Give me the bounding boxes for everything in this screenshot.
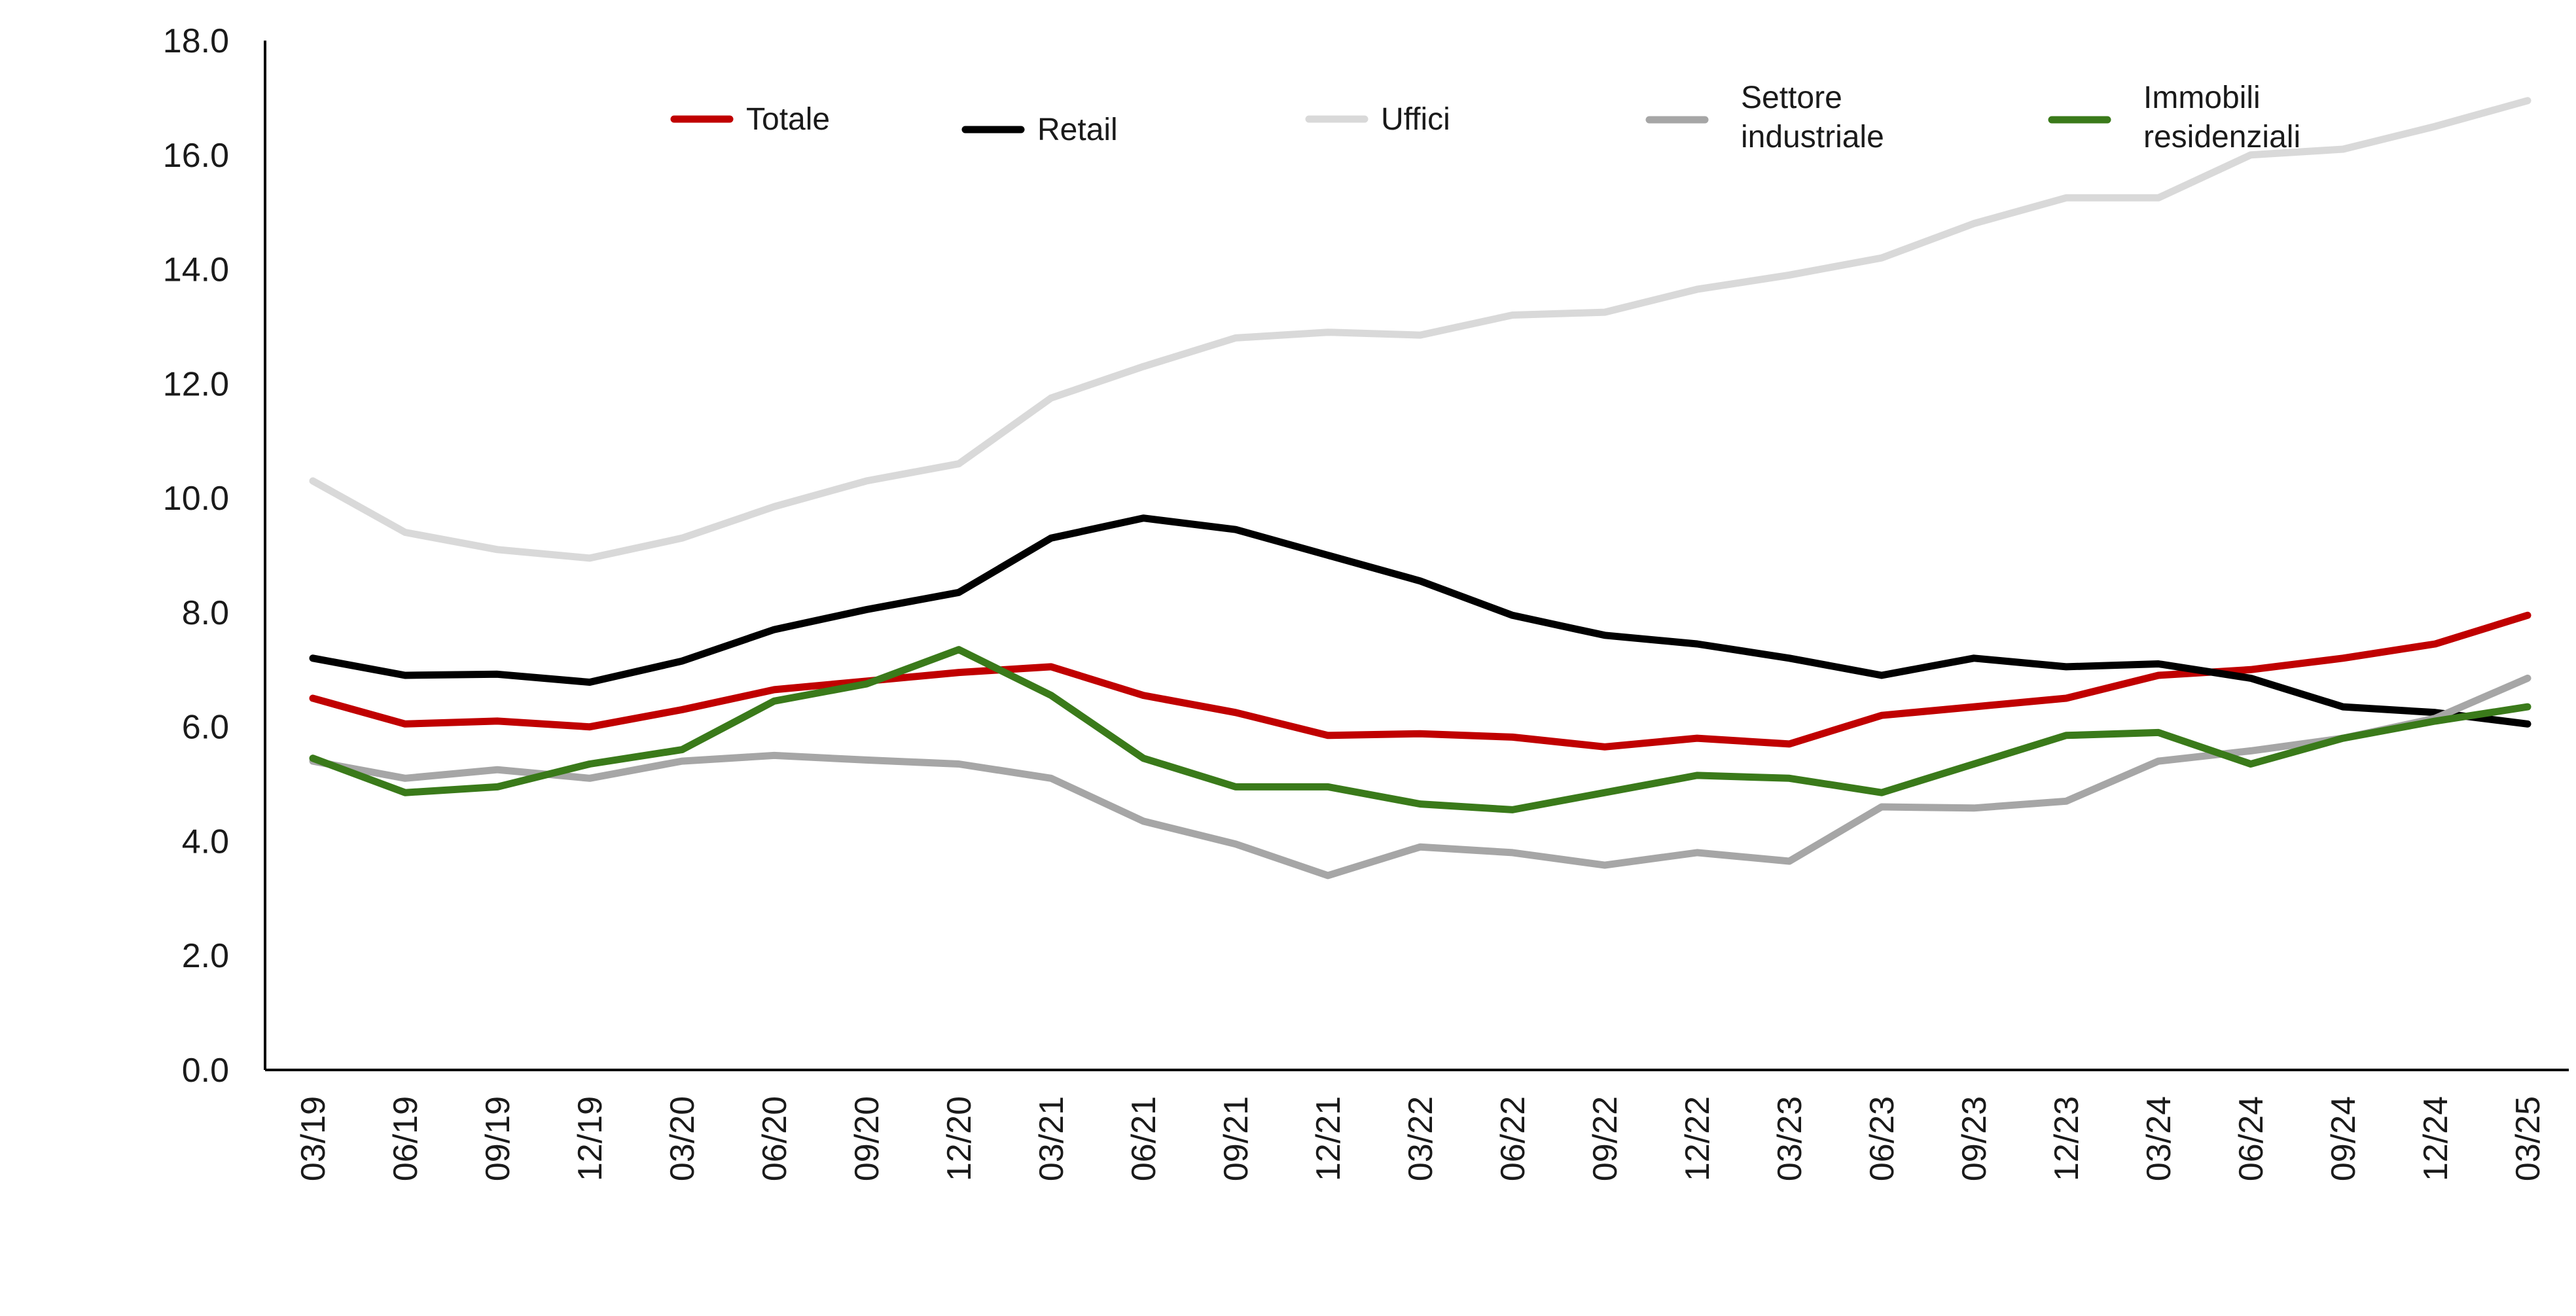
- x-tick-label: 03/23: [1771, 1096, 1809, 1181]
- legend-item: Immobili residenziali: [2048, 80, 2300, 154]
- x-tick-label: 03/22: [1402, 1096, 1440, 1181]
- x-tick-label: 09/19: [479, 1096, 517, 1181]
- y-tick-label: 14.0: [163, 251, 229, 289]
- legend-item: Retail: [961, 113, 1118, 147]
- y-tick-label: 16.0: [163, 137, 229, 175]
- series-line-settore-industriale: [309, 674, 2531, 880]
- x-tick-label: 06/22: [1494, 1096, 1532, 1181]
- x-tick-label: 03/25: [2509, 1096, 2547, 1181]
- x-tick-label: 09/23: [1956, 1096, 1994, 1181]
- y-tick-label: 6.0: [182, 709, 229, 747]
- series-line-totale: [309, 611, 2531, 751]
- x-tick-label: 09/21: [1217, 1096, 1255, 1181]
- x-axis-ticks: 03/19 06/19 09/19 12/19 03/20 06/20 09/20 12/20…: [295, 1096, 2547, 1181]
- legend-label: residenziali: [2143, 120, 2300, 154]
- x-tick-label: 12/21: [1310, 1096, 1348, 1181]
- x-tick-label: 12/23: [2048, 1096, 2086, 1181]
- series-line-uffici: [309, 97, 2531, 562]
- x-tick-label: 09/24: [2325, 1096, 2363, 1181]
- x-tick-label: 03/24: [2140, 1096, 2178, 1181]
- y-tick-label: 12.0: [163, 365, 229, 403]
- y-tick-label: 18.0: [163, 22, 229, 60]
- y-tick-label: 4.0: [182, 823, 229, 861]
- legend-item: Uffici: [1305, 102, 1450, 137]
- legend-label: Totale: [746, 102, 830, 137]
- series-line-retail: [309, 514, 2531, 728]
- legend-label: Uffici: [1381, 102, 1450, 137]
- x-tick-label: 03/20: [664, 1096, 702, 1181]
- legend-item: Totale: [670, 102, 830, 137]
- legend-label: Retail: [1037, 113, 1118, 147]
- x-tick-label: 09/22: [1586, 1096, 1624, 1181]
- legend-item: Settore industriale: [1645, 80, 1884, 154]
- y-tick-label: 2.0: [182, 937, 229, 975]
- x-tick-label: 03/19: [295, 1096, 332, 1181]
- legend-label: Settore: [1741, 80, 1842, 115]
- x-tick-label: 06/20: [756, 1096, 794, 1181]
- y-tick-label: 8.0: [182, 594, 229, 632]
- x-tick-label: 12/20: [940, 1096, 978, 1181]
- legend: Totale Retail Uffici Settore industriale Immo…: [670, 80, 2300, 154]
- x-tick-label: 12/24: [2417, 1096, 2455, 1181]
- series-line-immobili-residenziali: [309, 646, 2531, 813]
- x-tick-label: 12/19: [571, 1096, 609, 1181]
- x-tick-label: 06/23: [1863, 1096, 1901, 1181]
- x-tick-label: 06/19: [387, 1096, 425, 1181]
- series-lines: [309, 97, 2531, 880]
- legend-label: industriale: [1741, 120, 1884, 154]
- y-axis-ticks: 0.0 2.0 4.0 6.0 8.0 10.0 12.0 14.0 16.0 18.0: [163, 22, 229, 1090]
- x-tick-label: 03/21: [1033, 1096, 1071, 1181]
- y-tick-label: 0.0: [182, 1052, 229, 1090]
- x-tick-label: 06/21: [1125, 1096, 1163, 1181]
- x-tick-label: 12/22: [1679, 1096, 1717, 1181]
- legend-label: Immobili: [2143, 80, 2261, 115]
- x-tick-label: 09/20: [848, 1096, 886, 1181]
- x-tick-label: 06/24: [2232, 1096, 2270, 1181]
- y-tick-label: 10.0: [163, 480, 229, 518]
